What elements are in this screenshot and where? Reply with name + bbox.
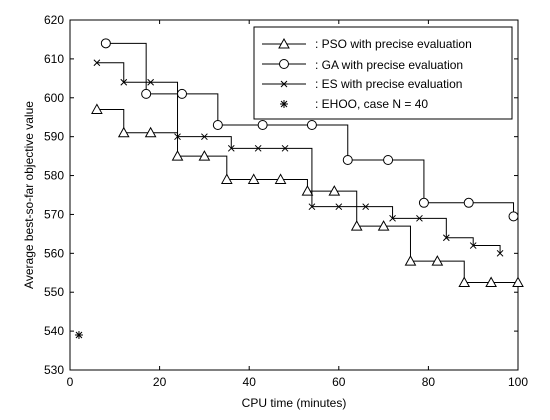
y-tick-label: 550 bbox=[44, 285, 64, 299]
x-tick-label: 0 bbox=[67, 375, 74, 389]
data-point bbox=[141, 88, 152, 99]
data-point bbox=[496, 249, 504, 257]
data-point bbox=[350, 220, 363, 231]
legend-marker bbox=[280, 100, 288, 108]
data-point bbox=[383, 155, 394, 165]
data-point bbox=[74, 331, 83, 339]
y-tick-label: 570 bbox=[44, 207, 64, 221]
x-tick-label: 100 bbox=[508, 375, 528, 389]
series-0 bbox=[91, 103, 524, 287]
data-point bbox=[418, 197, 429, 208]
data-point bbox=[257, 120, 268, 130]
y-tick-label: 540 bbox=[44, 324, 64, 338]
data-point bbox=[442, 234, 450, 242]
y-tick-label: 560 bbox=[44, 246, 64, 260]
legend-marker bbox=[279, 59, 289, 69]
data-point bbox=[274, 173, 287, 184]
data-point bbox=[177, 88, 187, 99]
legend-box bbox=[253, 26, 513, 120]
x-tick-label: 20 bbox=[153, 375, 167, 389]
data-point bbox=[220, 173, 233, 184]
data-point bbox=[174, 133, 181, 141]
data-point bbox=[362, 203, 370, 211]
data-point bbox=[342, 155, 353, 165]
y-tick-label: 600 bbox=[44, 91, 64, 105]
series-layer bbox=[74, 38, 524, 339]
data-point bbox=[100, 38, 111, 49]
x-axis-title: CPU time (minutes) bbox=[242, 396, 347, 410]
data-point bbox=[469, 242, 477, 249]
data-point bbox=[171, 150, 184, 161]
axis-ticks: 0 20 40 60 80 100 530 540 550 560 570 580 590 600 610 6… bbox=[44, 13, 528, 389]
y-tick-label: 530 bbox=[44, 363, 64, 377]
legend-label-ga: : GA with precise evaluation bbox=[315, 58, 463, 72]
legend-items: : PSO with precise evaluation : GA with … bbox=[262, 37, 472, 111]
data-point bbox=[458, 276, 471, 287]
legend-marker bbox=[278, 37, 290, 49]
legend-label-pso: : PSO with precise evaluation bbox=[315, 37, 472, 51]
data-point bbox=[389, 214, 396, 222]
data-point bbox=[301, 185, 314, 196]
y-tick-label: 580 bbox=[44, 169, 64, 183]
y-tick-label: 620 bbox=[44, 13, 64, 27]
data-point bbox=[377, 220, 390, 231]
data-point bbox=[247, 173, 260, 184]
y-tick-label: 590 bbox=[44, 130, 64, 144]
data-point bbox=[306, 120, 317, 130]
series-2 bbox=[93, 59, 504, 257]
data-point bbox=[144, 126, 157, 138]
series-1 bbox=[100, 38, 519, 222]
x-tick-label: 60 bbox=[332, 375, 346, 389]
data-point bbox=[93, 59, 101, 67]
data-point bbox=[212, 120, 223, 130]
legend-label-ehoo: : EHOO, case N = 40 bbox=[315, 97, 428, 111]
data-point bbox=[198, 150, 211, 161]
data-point bbox=[254, 144, 262, 152]
data-point bbox=[485, 276, 497, 287]
data-point bbox=[431, 255, 444, 266]
data-point bbox=[227, 144, 235, 152]
data-point bbox=[147, 78, 154, 86]
data-point bbox=[404, 255, 417, 266]
series-line bbox=[105, 42, 515, 217]
data-point bbox=[416, 214, 423, 222]
data-point bbox=[308, 203, 316, 211]
legend-marker bbox=[280, 80, 288, 88]
legend: : PSO with precise evaluation : GA with … bbox=[253, 26, 513, 120]
y-tick-label: 610 bbox=[44, 52, 64, 66]
data-point bbox=[201, 133, 208, 141]
data-point bbox=[91, 103, 103, 114]
series-line bbox=[96, 62, 501, 254]
data-point bbox=[463, 197, 474, 208]
data-point bbox=[120, 78, 128, 86]
x-tick-label: 80 bbox=[422, 375, 436, 389]
data-point bbox=[335, 203, 343, 211]
x-tick-label: 40 bbox=[243, 375, 257, 389]
data-point bbox=[512, 276, 524, 287]
legend-label-es: : ES with precise evaluation bbox=[315, 77, 462, 91]
y-axis-title: Average best-so-far objective value bbox=[22, 101, 36, 289]
data-point bbox=[328, 185, 341, 196]
data-point bbox=[508, 211, 519, 222]
data-point bbox=[281, 144, 289, 152]
series-3 bbox=[74, 331, 83, 339]
data-point bbox=[117, 126, 130, 138]
